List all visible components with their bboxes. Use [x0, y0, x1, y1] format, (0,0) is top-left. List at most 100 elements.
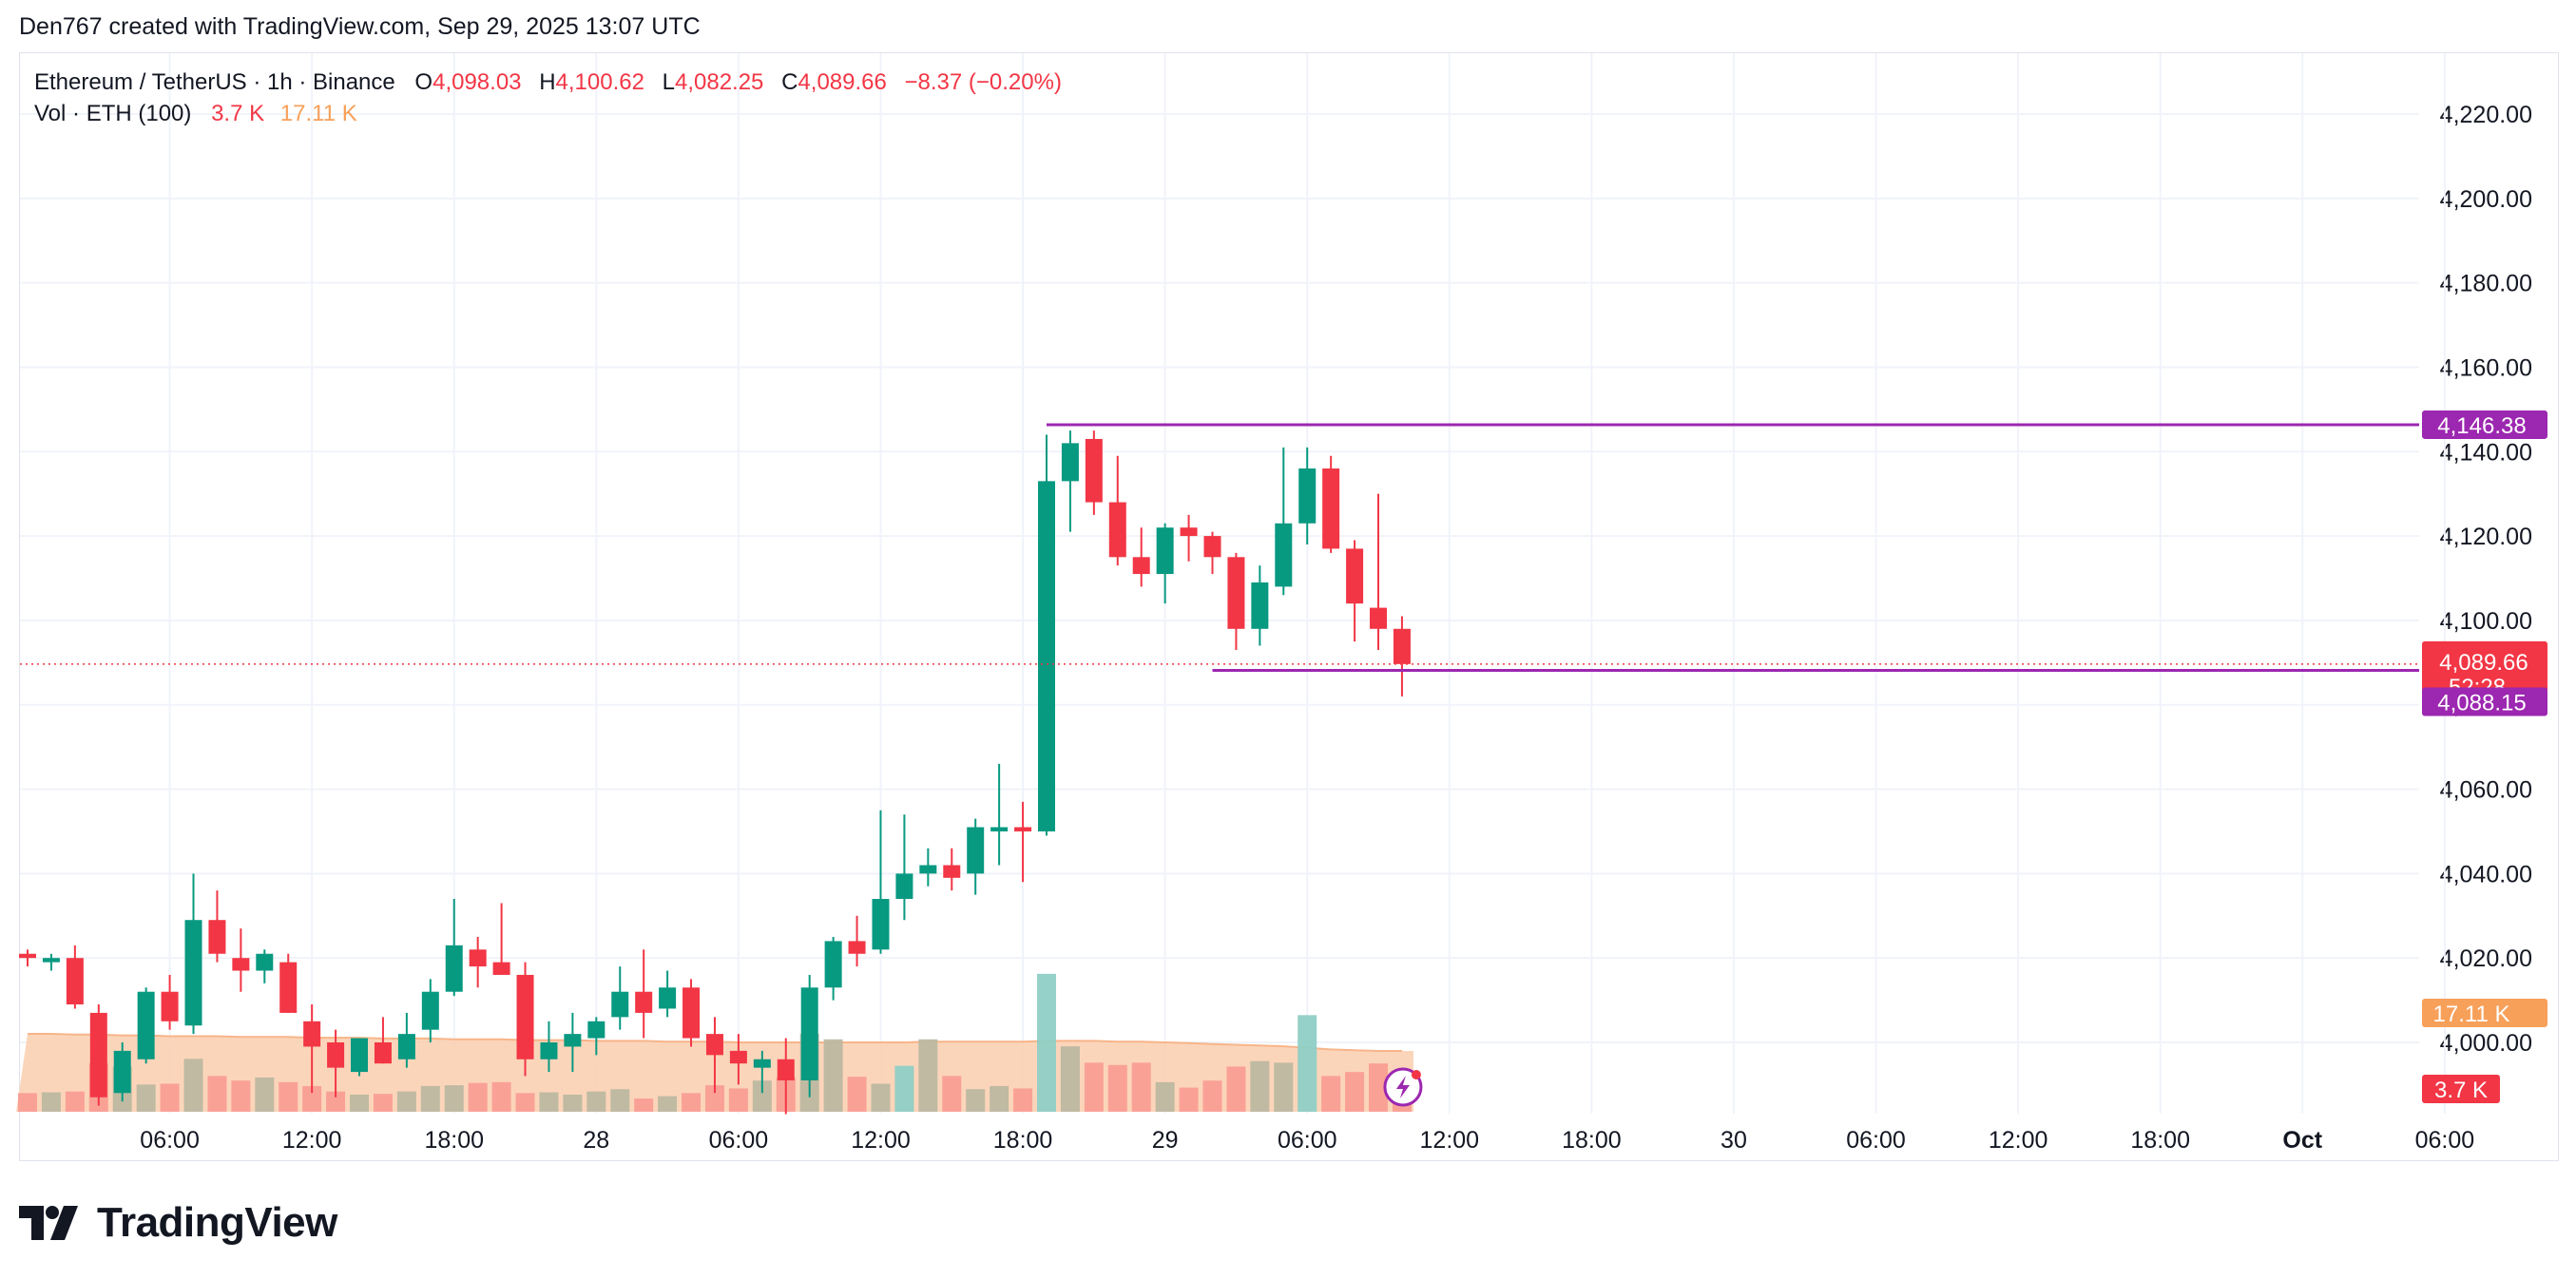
volume-bar	[444, 1085, 464, 1112]
candle-body-down[interactable]	[232, 958, 250, 971]
candle-body-up[interactable]	[824, 941, 842, 988]
open-value: 4,098.03	[433, 69, 522, 95]
volume-bar	[1226, 1066, 1246, 1112]
candle-body-down[interactable]	[705, 1034, 723, 1056]
volume-bar	[231, 1080, 251, 1112]
candle-body-down[interactable]	[279, 962, 298, 1013]
volume-bar	[752, 1080, 772, 1112]
candle-body-up[interactable]	[919, 865, 937, 874]
notification-dot-icon	[1411, 1070, 1421, 1079]
candle-body-down[interactable]	[1227, 557, 1245, 629]
candle-body-up[interactable]	[753, 1059, 771, 1068]
volume-bar	[207, 1076, 227, 1112]
y-axis-tick-label: 4,200.00	[2440, 186, 2532, 213]
volume-bar	[491, 1081, 511, 1112]
symbol-label[interactable]: Ethereum / TetherUS · 1h · Binance	[34, 69, 395, 95]
candle-body-down[interactable]	[89, 1012, 107, 1098]
candle-body-down[interactable]	[303, 1021, 321, 1047]
volume-label[interactable]: Vol · ETH (100)	[34, 101, 192, 126]
candle-body-up[interactable]	[611, 991, 629, 1018]
candle-body-down[interactable]	[19, 953, 36, 959]
candle-body-down[interactable]	[492, 962, 510, 975]
candle-body-down[interactable]	[469, 949, 487, 967]
volume-ma-value: 17.11 K	[279, 101, 357, 126]
candle-body-down[interactable]	[1203, 536, 1221, 558]
candle-body-down[interactable]	[1085, 438, 1103, 503]
candle-body-up[interactable]	[1156, 527, 1174, 575]
volume-bar	[894, 1065, 914, 1112]
volume-last-tag	[2422, 1075, 2500, 1103]
candle-body-down[interactable]	[1370, 607, 1388, 629]
candle-body-down[interactable]	[682, 987, 701, 1039]
candle-body-up[interactable]	[1061, 443, 1079, 482]
volume-bar	[515, 1093, 535, 1112]
candle-body-down[interactable]	[1346, 548, 1364, 604]
volume-bar	[350, 1094, 370, 1112]
candle-body-up[interactable]	[1298, 468, 1317, 524]
y-axis-tick-label: 4,060.00	[2440, 777, 2532, 804]
candle-body-down[interactable]	[1180, 527, 1198, 537]
candle-body-up[interactable]	[967, 827, 985, 874]
candle-body-up[interactable]	[1275, 523, 1293, 587]
candle-body-up[interactable]	[1037, 481, 1055, 831]
volume-legend-row: Vol · ETH (100) 3.7 K 17.11 K	[34, 98, 1073, 129]
candle-body-down[interactable]	[848, 941, 866, 954]
candle-body-up[interactable]	[113, 1050, 131, 1094]
candle-body-down[interactable]	[161, 991, 179, 1021]
candle-body-up[interactable]	[137, 991, 155, 1059]
candle-body-up[interactable]	[42, 958, 60, 963]
volume-bar	[847, 1077, 867, 1112]
candle-body-down[interactable]	[1014, 827, 1032, 831]
candle-body-down[interactable]	[1108, 502, 1126, 558]
last-price-tag-label: 4,089.66	[2439, 650, 2528, 676]
x-axis-tick-label: 12:00	[282, 1127, 342, 1154]
candle-body-up[interactable]	[540, 1042, 558, 1059]
open-label: O	[414, 69, 433, 95]
candle-body-up[interactable]	[564, 1034, 582, 1047]
tradingview-logo[interactable]: TradingView	[19, 1199, 337, 1247]
level-price-tag	[2422, 410, 2547, 439]
candle-body-down[interactable]	[516, 974, 534, 1059]
level-price-tag-label: 4,146.38	[2437, 413, 2526, 439]
candle-body-up[interactable]	[256, 953, 274, 971]
candle-body-up[interactable]	[445, 945, 463, 992]
close-value: 4,089.66	[798, 69, 887, 95]
candle-body-up[interactable]	[659, 987, 677, 1009]
low-value: 4,082.25	[674, 69, 764, 95]
volume-bar	[1084, 1062, 1104, 1112]
volume-bar	[255, 1077, 275, 1112]
change-value: −8.37 (−0.20%)	[904, 69, 1062, 95]
candle-body-down[interactable]	[1322, 468, 1340, 549]
x-axis-tick-label: 06:00	[2415, 1127, 2475, 1154]
volume-value: 3.7 K	[211, 101, 265, 126]
candle-body-down[interactable]	[208, 920, 226, 954]
volume-bar	[279, 1081, 298, 1112]
candle-body-down[interactable]	[374, 1042, 392, 1064]
candle-body-down[interactable]	[327, 1042, 345, 1068]
candle-body-down[interactable]	[943, 865, 961, 878]
candle-body-up[interactable]	[1251, 582, 1269, 629]
candle-body-up[interactable]	[587, 1021, 606, 1039]
candle-body-up[interactable]	[184, 920, 202, 1026]
y-axis-tick-label: 4,040.00	[2440, 861, 2532, 888]
volume-bar	[1298, 1015, 1317, 1112]
candle-body-down[interactable]	[777, 1059, 795, 1080]
candle-body-down[interactable]	[1132, 557, 1150, 575]
candle-body-up[interactable]	[421, 991, 439, 1030]
chart-frame[interactable]	[19, 52, 2559, 1161]
candle-body-up[interactable]	[872, 899, 890, 950]
candle-body-up[interactable]	[800, 987, 818, 1080]
candle-body-down[interactable]	[635, 991, 653, 1013]
high-label: H	[539, 69, 556, 95]
candle-body-down[interactable]	[1393, 628, 1411, 664]
candle-body-down[interactable]	[66, 958, 84, 1005]
tradingview-logo-text: TradingView	[97, 1199, 337, 1246]
candle-body-up[interactable]	[351, 1038, 369, 1073]
candle-body-up[interactable]	[990, 827, 1009, 831]
candle-body-up[interactable]	[397, 1034, 415, 1059]
y-axis-tick-label: 4,100.00	[2440, 608, 2532, 635]
candle-body-up[interactable]	[895, 873, 913, 900]
candle-body-down[interactable]	[729, 1050, 747, 1064]
x-axis-tick-label: 06:00	[1278, 1127, 1337, 1154]
